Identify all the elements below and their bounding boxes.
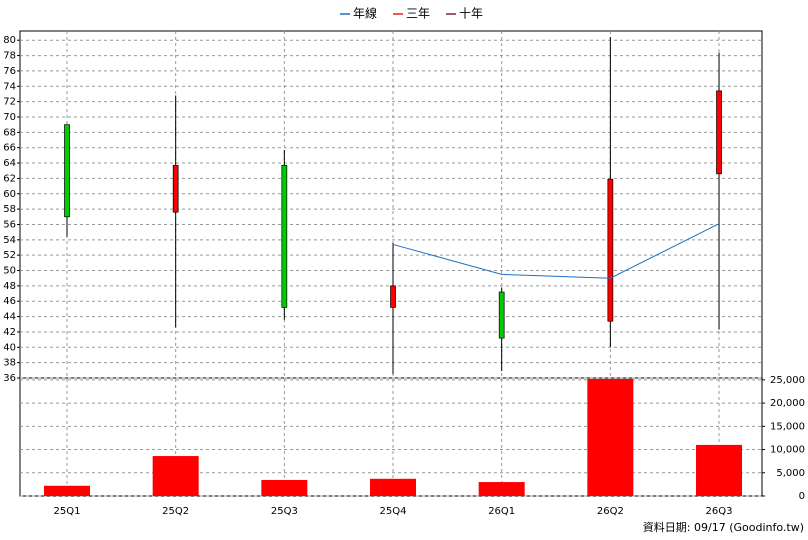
candle-body: [172, 164, 179, 213]
y2-tick-label: 10,000: [770, 445, 805, 456]
y-tick-label: 40: [3, 342, 16, 353]
y-tick-label: 70: [3, 112, 16, 123]
y2-tick-label: 5,000: [776, 468, 805, 479]
y-tick-label: 80: [3, 35, 16, 46]
upper-frame: [19, 30, 763, 379]
y-tick-label: 44: [3, 312, 16, 323]
y-tick-label: 46: [3, 296, 16, 307]
legend-label: 十年: [459, 7, 483, 21]
y-tick-label: 50: [3, 266, 16, 277]
candle-body: [64, 124, 70, 218]
x-tick-label: 25Q4: [380, 506, 407, 517]
x-tick-label: 26Q1: [488, 506, 515, 517]
y-tick-label: 52: [3, 250, 16, 261]
y-tick-label: 68: [3, 127, 16, 138]
candle-body: [498, 291, 505, 339]
y-tick-label: 38: [3, 358, 16, 369]
y-tick-label: 56: [3, 219, 16, 230]
legend-label: 年線: [353, 6, 377, 21]
candle-body: [390, 285, 396, 308]
y-tick-label: 42: [3, 327, 16, 338]
candle-body: [281, 164, 288, 308]
y-tick-label: 78: [3, 51, 16, 62]
y2-tick-label: 25,000: [770, 375, 805, 386]
x-tick-label: 26Q2: [597, 506, 624, 517]
x-tick-label: 25Q2: [162, 506, 189, 517]
bar: [261, 479, 308, 496]
bar: [152, 456, 199, 496]
y-tick-label: 36: [3, 373, 16, 384]
y-tick-label: 54: [3, 235, 16, 246]
y-tick-label: 48: [3, 281, 16, 292]
y-tick-label: 64: [3, 158, 16, 169]
legend-label: 三年: [406, 7, 430, 21]
y2-tick-label: 20,000: [770, 398, 805, 409]
y-tick-label: 76: [3, 66, 16, 77]
line-series: [392, 223, 720, 279]
x-tick-label: 26Q3: [706, 506, 733, 517]
y-tick-label: 74: [3, 81, 16, 92]
y-tick-label: 62: [3, 173, 16, 184]
x-tick-label: 25Q3: [271, 506, 298, 517]
bar: [696, 444, 743, 496]
candle-body: [607, 178, 614, 322]
bar: [44, 485, 90, 496]
x-tick-label: 25Q1: [54, 506, 81, 517]
footer: 資料日期: 09/17 (Goodinfo.tw): [643, 520, 804, 534]
bar: [587, 378, 634, 496]
y-tick-label: 66: [3, 143, 16, 154]
bar: [370, 478, 417, 496]
y-tick-label: 72: [3, 97, 16, 108]
y-tick-label: 60: [3, 189, 16, 200]
y-tick-label: 58: [3, 204, 16, 215]
lower-frame: [19, 377, 763, 497]
y2-tick-label: 0: [799, 491, 805, 502]
bar: [478, 482, 525, 496]
y2-tick-label: 15,000: [770, 421, 805, 432]
candle-body: [716, 90, 722, 175]
